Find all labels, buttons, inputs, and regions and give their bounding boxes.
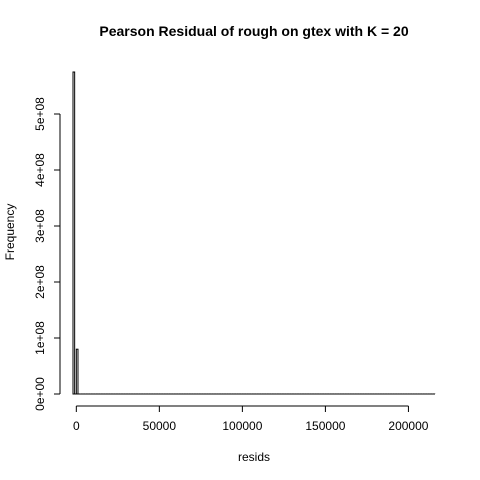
x-tick-label: 150000	[305, 419, 345, 433]
y-tick-label: 1e+08	[33, 321, 47, 355]
x-axis: 0 50000 100000 150000 200000	[73, 405, 429, 433]
y-tick-label: 2e+08	[33, 265, 47, 299]
chart-title: Pearson Residual of rough on gtex with K…	[99, 23, 408, 39]
zero-count-bins	[73, 393, 436, 395]
y-axis-label: Frequency	[3, 204, 17, 261]
x-tick-label: 100000	[222, 419, 262, 433]
histogram-bar-2	[75, 348, 79, 395]
x-axis-label: resids	[238, 450, 270, 464]
y-tick-label: 4e+08	[33, 153, 47, 187]
x-tick-label: 50000	[143, 419, 177, 433]
histogram-bars	[72, 71, 79, 395]
x-tick-label: 0	[73, 419, 80, 433]
histogram-bar-0	[72, 71, 76, 395]
y-axis: 0e+00 1e+08 2e+08 3e+08 4e+08 5e+08	[33, 97, 61, 411]
empty-bin-edges	[77, 393, 436, 394]
y-tick-label: 0e+00	[33, 377, 47, 411]
y-tick-label: 3e+08	[33, 209, 47, 243]
x-tick-label: 200000	[388, 419, 428, 433]
y-tick-label: 5e+08	[33, 97, 47, 131]
